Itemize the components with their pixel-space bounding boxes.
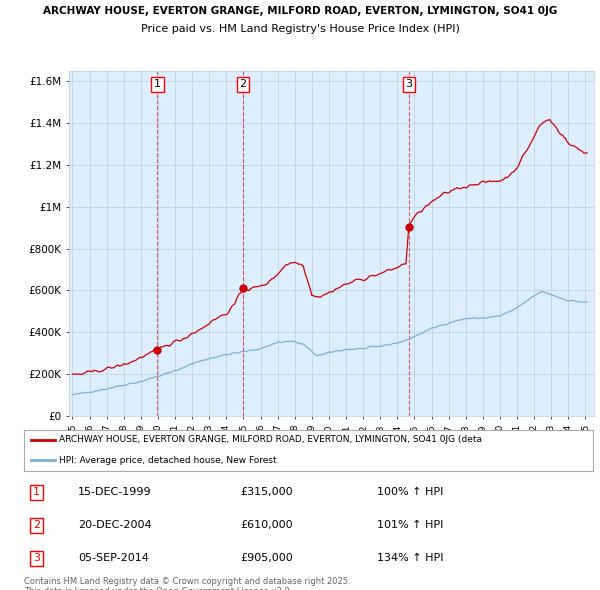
- Text: 134% ↑ HPI: 134% ↑ HPI: [377, 553, 443, 563]
- Text: 101% ↑ HPI: 101% ↑ HPI: [377, 520, 443, 530]
- Text: 100% ↑ HPI: 100% ↑ HPI: [377, 487, 443, 497]
- Text: 3: 3: [405, 80, 412, 90]
- Text: 15-DEC-1999: 15-DEC-1999: [78, 487, 152, 497]
- Text: 3: 3: [33, 553, 40, 563]
- Text: Contains HM Land Registry data © Crown copyright and database right 2025.
This d: Contains HM Land Registry data © Crown c…: [24, 577, 350, 590]
- Text: Price paid vs. HM Land Registry's House Price Index (HPI): Price paid vs. HM Land Registry's House …: [140, 24, 460, 34]
- Text: 2: 2: [33, 520, 40, 530]
- Text: £905,000: £905,000: [240, 553, 293, 563]
- Text: 05-SEP-2014: 05-SEP-2014: [78, 553, 149, 563]
- Text: 1: 1: [33, 487, 40, 497]
- Text: ARCHWAY HOUSE, EVERTON GRANGE, MILFORD ROAD, EVERTON, LYMINGTON, SO41 0JG: ARCHWAY HOUSE, EVERTON GRANGE, MILFORD R…: [43, 6, 557, 16]
- Text: HPI: Average price, detached house, New Forest: HPI: Average price, detached house, New …: [59, 456, 277, 465]
- Text: 20-DEC-2004: 20-DEC-2004: [78, 520, 152, 530]
- Text: 2: 2: [239, 80, 247, 90]
- Text: 1: 1: [154, 80, 161, 90]
- Text: £610,000: £610,000: [240, 520, 293, 530]
- Text: £315,000: £315,000: [240, 487, 293, 497]
- Text: ARCHWAY HOUSE, EVERTON GRANGE, MILFORD ROAD, EVERTON, LYMINGTON, SO41 0JG (deta: ARCHWAY HOUSE, EVERTON GRANGE, MILFORD R…: [59, 435, 482, 444]
